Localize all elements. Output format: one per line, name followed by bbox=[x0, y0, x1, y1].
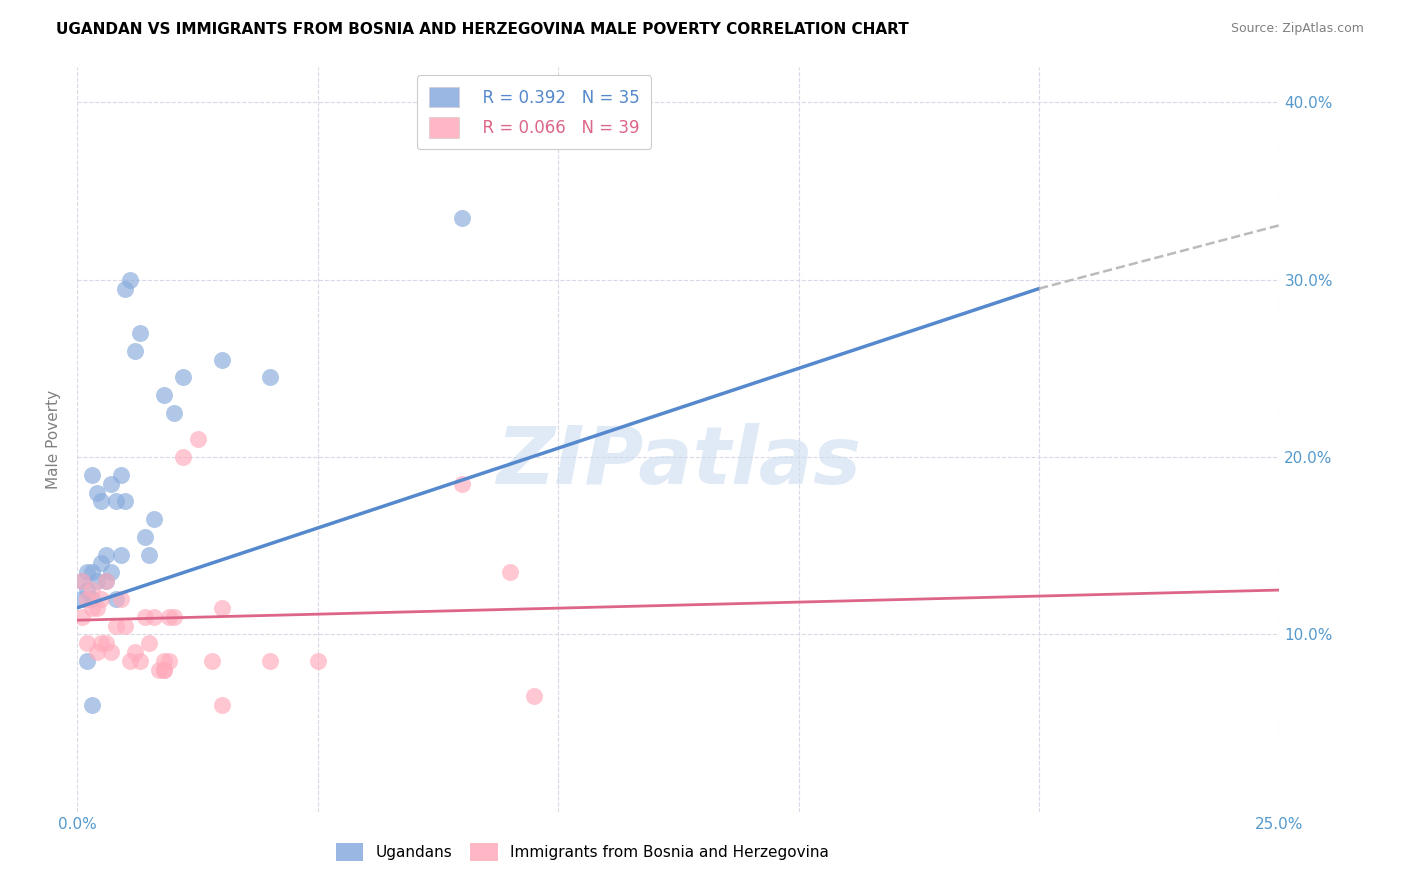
Point bbox=[76, 591, 98, 606]
Point bbox=[70, 591, 93, 606]
Point bbox=[157, 654, 180, 668]
Point bbox=[86, 574, 108, 589]
Point bbox=[138, 636, 160, 650]
Point bbox=[100, 476, 122, 491]
Point bbox=[523, 690, 546, 704]
Point bbox=[307, 654, 329, 668]
Y-axis label: Male Poverty: Male Poverty bbox=[46, 390, 62, 489]
Point bbox=[153, 654, 176, 668]
Point bbox=[80, 600, 103, 615]
Text: Source: ZipAtlas.com: Source: ZipAtlas.com bbox=[1230, 22, 1364, 36]
Point bbox=[153, 663, 176, 677]
Text: UGANDAN VS IMMIGRANTS FROM BOSNIA AND HERZEGOVINA MALE POVERTY CORRELATION CHART: UGANDAN VS IMMIGRANTS FROM BOSNIA AND HE… bbox=[56, 22, 910, 37]
Point bbox=[90, 557, 112, 571]
Point bbox=[162, 406, 184, 420]
Point bbox=[162, 609, 184, 624]
Point bbox=[114, 618, 136, 632]
Point bbox=[124, 343, 146, 358]
Point bbox=[110, 591, 132, 606]
Legend: Ugandans, Immigrants from Bosnia and Herzegovina: Ugandans, Immigrants from Bosnia and Her… bbox=[329, 837, 835, 867]
Point bbox=[70, 609, 93, 624]
Point bbox=[211, 698, 233, 713]
Point bbox=[76, 582, 98, 597]
Point bbox=[96, 636, 118, 650]
Point bbox=[80, 467, 103, 482]
Point bbox=[148, 663, 170, 677]
Point bbox=[128, 326, 150, 340]
Point bbox=[128, 654, 150, 668]
Point bbox=[172, 450, 194, 464]
Point bbox=[76, 566, 98, 580]
Point bbox=[90, 494, 112, 508]
Point bbox=[153, 388, 176, 402]
Point bbox=[70, 574, 93, 589]
Point bbox=[110, 548, 132, 562]
Point bbox=[120, 273, 142, 287]
Point bbox=[104, 618, 127, 632]
Point bbox=[499, 566, 522, 580]
Point bbox=[134, 609, 156, 624]
Point bbox=[259, 370, 281, 384]
Point bbox=[451, 476, 474, 491]
Point bbox=[120, 654, 142, 668]
Point bbox=[211, 600, 233, 615]
Point bbox=[90, 636, 112, 650]
Point bbox=[143, 609, 166, 624]
Point bbox=[259, 654, 281, 668]
Point bbox=[124, 645, 146, 659]
Point bbox=[114, 494, 136, 508]
Text: ZIPatlas: ZIPatlas bbox=[496, 423, 860, 500]
Point bbox=[96, 548, 118, 562]
Point bbox=[90, 591, 112, 606]
Point bbox=[187, 433, 209, 447]
Point bbox=[86, 645, 108, 659]
Point bbox=[80, 582, 103, 597]
Point bbox=[104, 591, 127, 606]
Point bbox=[96, 574, 118, 589]
Point bbox=[86, 485, 108, 500]
Point bbox=[100, 566, 122, 580]
Point bbox=[76, 636, 98, 650]
Point bbox=[134, 530, 156, 544]
Point bbox=[80, 566, 103, 580]
Point bbox=[153, 663, 176, 677]
Point bbox=[110, 467, 132, 482]
Point bbox=[80, 591, 103, 606]
Point bbox=[70, 574, 93, 589]
Point bbox=[100, 645, 122, 659]
Point bbox=[451, 211, 474, 225]
Point bbox=[80, 698, 103, 713]
Point bbox=[76, 654, 98, 668]
Point bbox=[157, 609, 180, 624]
Point bbox=[201, 654, 224, 668]
Point bbox=[143, 512, 166, 526]
Point bbox=[86, 600, 108, 615]
Point bbox=[211, 352, 233, 367]
Point bbox=[96, 574, 118, 589]
Point bbox=[172, 370, 194, 384]
Point bbox=[114, 282, 136, 296]
Point bbox=[104, 494, 127, 508]
Point bbox=[138, 548, 160, 562]
